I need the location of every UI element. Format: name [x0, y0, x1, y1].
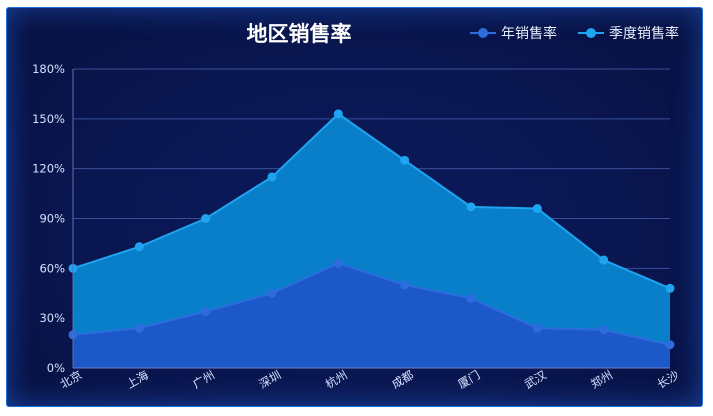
data-point[interactable]	[532, 204, 542, 214]
area-chart: 0%30%60%90%120%150%180% 北京 上海 广州 深圳 杭州 成都 厦门 武汉…	[32, 22, 682, 391]
data-point[interactable]	[665, 283, 675, 293]
series-line-1	[72, 112, 671, 290]
legend: 年销售率 季度销售率	[470, 25, 679, 42]
data-point[interactable]	[134, 323, 144, 333]
y-tick-label: 60%	[39, 261, 65, 275]
x-tick-label: 成都	[389, 367, 416, 391]
x-tick-labels: 北京 上海 广州 深圳 杭州 成都 厦门 武汉 郑州 长沙	[58, 367, 682, 391]
legend-label-quarterly: 季度销售率	[609, 25, 679, 42]
series-lines	[72, 112, 671, 346]
chart-title: 地区销售率	[247, 22, 352, 46]
data-point[interactable]	[333, 109, 343, 119]
data-point[interactable]	[267, 288, 277, 298]
y-tick-label: 0%	[47, 361, 65, 375]
legend-label-annual: 年销售率	[501, 25, 557, 42]
data-point[interactable]	[466, 293, 476, 303]
series-line-0	[72, 262, 671, 346]
data-point[interactable]	[400, 155, 410, 165]
x-tick-label: 长沙	[655, 367, 682, 391]
series-points	[68, 109, 675, 350]
x-tick-label: 郑州	[588, 368, 615, 392]
legend-swatch-dot-quarterly	[586, 28, 596, 38]
chart-panel: 0% 30% 60% 90% 120% 150% 180% 北京 上海 广州 深圳 杭州 成都 厦门 武汉…	[6, 7, 703, 407]
x-tick-label: 广州	[190, 368, 217, 392]
data-point[interactable]	[599, 325, 609, 335]
data-point[interactable]	[267, 172, 277, 182]
axes	[72, 69, 670, 369]
x-tick-label: 武汉	[522, 367, 549, 391]
y-tick-labels: 0% 30% 60% 90% 120% 150% 180%	[32, 62, 65, 375]
data-point[interactable]	[466, 202, 476, 212]
data-point[interactable]	[532, 323, 542, 333]
data-point[interactable]	[201, 307, 211, 317]
y-tick-label: 120%	[32, 162, 65, 176]
area-fill-series-1	[73, 113, 670, 368]
data-point[interactable]	[201, 214, 211, 223]
data-point[interactable]	[599, 255, 609, 265]
data-point[interactable]	[134, 242, 144, 252]
data-point[interactable]	[665, 340, 675, 350]
y-tick-label: 150%	[32, 112, 65, 126]
data-point[interactable]	[400, 280, 410, 290]
data-point[interactable]	[333, 258, 343, 268]
x-tick-label: 上海	[124, 367, 151, 391]
area-fill-series-0	[73, 263, 670, 368]
y-tick-label: 30%	[39, 311, 65, 325]
y-tick-label: 90%	[39, 212, 65, 226]
legend-swatch-dot-annual	[478, 28, 488, 38]
y-tick-label: 180%	[32, 62, 65, 76]
series-areas	[73, 113, 670, 368]
x-tick-label: 杭州	[323, 368, 350, 392]
legend-item-quarterly[interactable]: 季度销售率	[578, 25, 679, 42]
legend-item-annual[interactable]: 年销售率	[470, 25, 557, 42]
x-tick-label: 厦门	[456, 368, 483, 392]
x-tick-label: 深圳	[257, 368, 284, 392]
